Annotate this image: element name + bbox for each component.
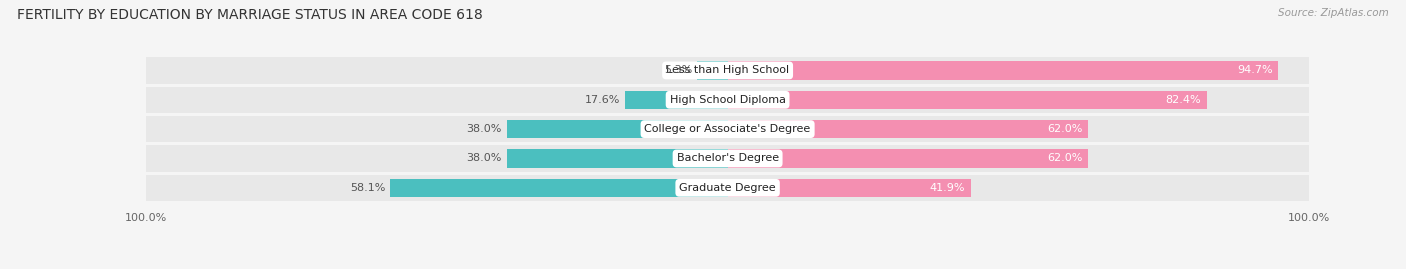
Text: 94.7%: 94.7%	[1237, 65, 1272, 75]
Text: Source: ZipAtlas.com: Source: ZipAtlas.com	[1278, 8, 1389, 18]
Bar	[146, 116, 1309, 142]
Bar	[728, 179, 972, 197]
Text: 5.3%: 5.3%	[664, 65, 692, 75]
Text: Less than High School: Less than High School	[666, 65, 789, 75]
Bar	[728, 120, 1088, 138]
Bar	[728, 149, 1088, 168]
Text: 62.0%: 62.0%	[1047, 154, 1083, 164]
Text: College or Associate's Degree: College or Associate's Degree	[644, 124, 811, 134]
Bar	[506, 120, 728, 138]
Text: FERTILITY BY EDUCATION BY MARRIAGE STATUS IN AREA CODE 618: FERTILITY BY EDUCATION BY MARRIAGE STATU…	[17, 8, 482, 22]
Bar	[389, 179, 728, 197]
Bar	[626, 91, 728, 109]
Text: 82.4%: 82.4%	[1166, 95, 1201, 105]
Bar	[728, 61, 1278, 80]
Text: 62.0%: 62.0%	[1047, 124, 1083, 134]
Bar	[506, 149, 728, 168]
Text: Graduate Degree: Graduate Degree	[679, 183, 776, 193]
Bar	[728, 91, 1206, 109]
Text: 17.6%: 17.6%	[585, 95, 620, 105]
Bar	[146, 175, 1309, 201]
Text: High School Diploma: High School Diploma	[669, 95, 786, 105]
Text: 38.0%: 38.0%	[467, 124, 502, 134]
Text: Bachelor's Degree: Bachelor's Degree	[676, 154, 779, 164]
Text: 41.9%: 41.9%	[929, 183, 966, 193]
Bar	[146, 87, 1309, 113]
Text: 38.0%: 38.0%	[467, 154, 502, 164]
Bar	[146, 57, 1309, 84]
Bar	[146, 145, 1309, 172]
Text: 58.1%: 58.1%	[350, 183, 385, 193]
Bar	[697, 61, 728, 80]
